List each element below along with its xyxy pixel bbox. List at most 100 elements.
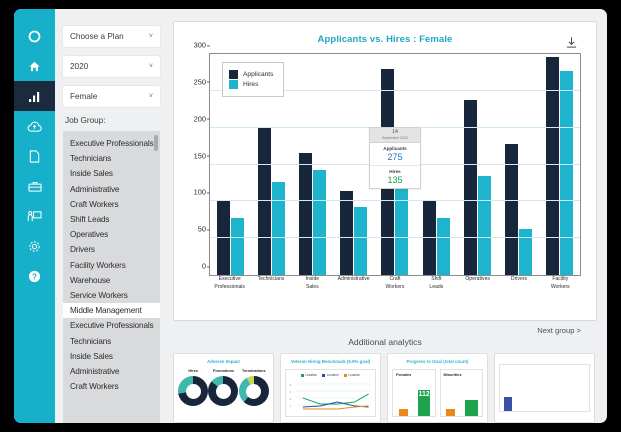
donut-column: Hires bbox=[178, 369, 209, 406]
job-group-scrollbar[interactable] bbox=[154, 135, 158, 151]
home-icon[interactable] bbox=[14, 51, 55, 81]
bar-group[interactable] bbox=[292, 54, 333, 275]
gender-select[interactable]: Female ˅ bbox=[63, 86, 160, 107]
x-axis-label: Craft Workers bbox=[385, 276, 405, 290]
chart-card: Applicants vs. Hires : Female Applicants… bbox=[173, 21, 597, 321]
mini-card-title: Progress to Goal (total count) bbox=[406, 359, 469, 364]
donut-row: Hires Promotions Terminations bbox=[178, 369, 269, 406]
job-group-item[interactable]: Executive Professionals bbox=[70, 321, 154, 331]
bar-applicants[interactable] bbox=[545, 56, 559, 275]
bar-hires[interactable] bbox=[231, 218, 245, 275]
mini-card[interactable]: Progress to Goal (total count) Females 112… bbox=[387, 353, 488, 423]
job-group-item[interactable]: Craft Workers bbox=[70, 199, 119, 209]
bar-group[interactable] bbox=[333, 54, 374, 275]
logo-icon[interactable] bbox=[14, 21, 55, 51]
job-group-item[interactable]: Service Workers bbox=[70, 290, 128, 300]
plan-select[interactable]: Choose a Plan ˅ bbox=[63, 26, 160, 47]
partial-chart bbox=[499, 364, 590, 412]
bar-hires[interactable] bbox=[354, 207, 368, 275]
year-select[interactable]: 2020 ˅ bbox=[63, 56, 160, 77]
job-group-item[interactable]: Middle Management bbox=[63, 303, 160, 319]
y-axis-tick: 150 bbox=[194, 151, 211, 160]
tooltip-day: 14 bbox=[392, 128, 398, 135]
mini-card[interactable]: Veteran Hiring Benchmark (5.9% goal) Loca… bbox=[280, 353, 381, 423]
legend-swatch-applicants bbox=[229, 69, 238, 79]
tooltip-key-applicants: Applicants bbox=[383, 145, 407, 151]
bar-chart-icon[interactable] bbox=[14, 81, 55, 111]
goal-bar-secondary bbox=[446, 409, 456, 416]
goal-bar-primary bbox=[465, 400, 478, 416]
donut-label: Hires bbox=[188, 369, 198, 373]
gear-icon[interactable] bbox=[14, 231, 55, 261]
bar-hires[interactable] bbox=[559, 70, 573, 275]
job-group-item[interactable]: Inside Sales bbox=[70, 351, 113, 361]
job-group-item[interactable]: Operatives bbox=[70, 230, 109, 240]
job-group-item[interactable]: Administrative bbox=[70, 184, 120, 194]
job-group-list[interactable]: Executive Professionals Technicians Inside… bbox=[63, 131, 160, 423]
y-axis-tick: 300 bbox=[194, 41, 211, 50]
gridline bbox=[210, 237, 580, 239]
job-group-item[interactable]: Administrative bbox=[70, 366, 120, 376]
main-content: Applicants vs. Hires : Female Applicants… bbox=[168, 9, 607, 423]
job-group-item[interactable]: Technicians bbox=[70, 154, 112, 164]
plot-area: Applicants Hires 14 September 2020 bbox=[183, 41, 587, 308]
briefcase-icon[interactable] bbox=[14, 171, 55, 201]
tooltip-value-applicants: 275 bbox=[387, 151, 403, 162]
mini-card[interactable] bbox=[494, 353, 595, 423]
document-icon[interactable] bbox=[14, 141, 55, 171]
job-group-item[interactable]: Drivers bbox=[70, 245, 95, 255]
tooltip-row-applicants: Applicants 275 bbox=[370, 143, 420, 167]
x-axis-label: Facility Workers bbox=[550, 276, 570, 290]
x-axis-label: Shift Leads bbox=[429, 276, 444, 290]
job-group-item[interactable]: Warehouse bbox=[70, 275, 111, 285]
job-group-item[interactable]: Craft Workers bbox=[70, 382, 119, 392]
mini-card-title: Adverse Impact bbox=[207, 359, 240, 364]
donut-label: Terminations bbox=[242, 369, 266, 373]
app-window: ? Choose a Plan ˅ 2020 ˅ Female ˅ Job Gr… bbox=[14, 9, 607, 423]
donut-column: Terminations bbox=[238, 369, 269, 406]
bar-group[interactable] bbox=[498, 54, 539, 275]
tooltip-month: September 2020 bbox=[381, 135, 409, 140]
tooltip-key-hires: Hires bbox=[389, 168, 401, 174]
y-axis-tick: 50 bbox=[198, 225, 211, 234]
help-icon[interactable]: ? bbox=[14, 261, 55, 291]
bar-applicants[interactable] bbox=[463, 99, 477, 275]
bar-hires[interactable] bbox=[477, 175, 491, 275]
job-group-item[interactable]: Shift Leads bbox=[70, 215, 110, 225]
next-group-link[interactable]: Next group > bbox=[537, 326, 581, 335]
mini-legend-item: Location bbox=[322, 373, 339, 377]
chart-title: Applicants vs. Hires : Female bbox=[317, 34, 453, 45]
job-group-item[interactable]: Technicians bbox=[70, 336, 112, 346]
goal-box: Females 112 bbox=[392, 369, 436, 417]
mini-legend-item: Location bbox=[300, 373, 317, 377]
mini-card[interactable]: Adverse Impact Hires Promotions Termination… bbox=[173, 353, 274, 423]
chart-tooltip: 14 September 2020 Applicants 275 Hires 1… bbox=[369, 126, 421, 190]
bar-hires[interactable] bbox=[436, 218, 450, 275]
gridline bbox=[210, 89, 580, 91]
job-group-item[interactable]: Inside Sales bbox=[70, 169, 113, 179]
bar-applicants[interactable] bbox=[299, 153, 313, 275]
bar-hires[interactable] bbox=[313, 170, 327, 275]
bar-applicants[interactable] bbox=[504, 143, 518, 275]
svg-text:1: 1 bbox=[290, 404, 292, 409]
job-group-item[interactable]: Facility Workers bbox=[70, 260, 126, 270]
plot-frame: Applicants Hires 14 September 2020 bbox=[194, 41, 581, 276]
job-group-item[interactable]: Executive Professionals bbox=[70, 139, 154, 149]
bar-hires[interactable] bbox=[518, 228, 532, 275]
bar-group[interactable] bbox=[416, 54, 457, 275]
mini-cards-row: Adverse Impact Hires Promotions Termination… bbox=[173, 353, 597, 423]
chevron-down-icon: ˅ bbox=[148, 63, 153, 70]
download-icon[interactable] bbox=[565, 36, 578, 54]
bar-hires[interactable] bbox=[395, 180, 409, 275]
bar-group[interactable] bbox=[539, 54, 580, 275]
x-axis-label: Operatives bbox=[465, 276, 490, 282]
y-axis-tick: 250 bbox=[194, 77, 211, 86]
bar-applicants[interactable] bbox=[340, 191, 354, 275]
bar-group[interactable] bbox=[457, 54, 498, 275]
legend-item-hires: Hires bbox=[229, 80, 273, 89]
donut-label: Promotions bbox=[212, 369, 235, 373]
gridline bbox=[210, 200, 580, 202]
presentation-icon[interactable] bbox=[14, 201, 55, 231]
cloud-upload-icon[interactable] bbox=[14, 111, 55, 141]
bar-hires[interactable] bbox=[272, 182, 286, 275]
